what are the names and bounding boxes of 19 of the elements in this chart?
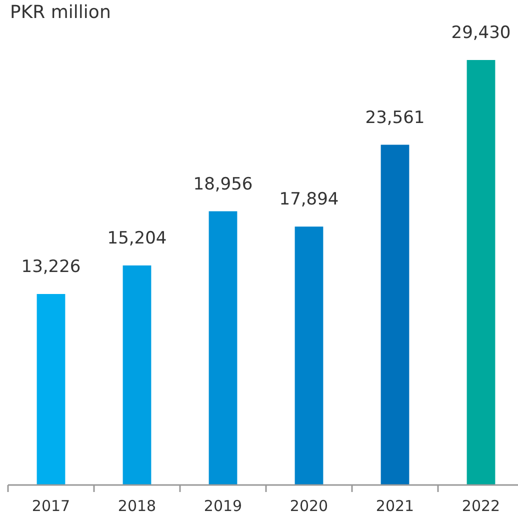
bar bbox=[122, 265, 152, 485]
x-tick-label: 2021 bbox=[376, 497, 414, 515]
bar bbox=[36, 294, 66, 485]
bar bbox=[208, 211, 238, 485]
x-tick-label: 2020 bbox=[290, 497, 328, 515]
x-tick-label: 2019 bbox=[204, 497, 242, 515]
data-label: 17,894 bbox=[279, 190, 339, 210]
bar bbox=[294, 226, 324, 485]
bar bbox=[466, 60, 496, 485]
data-label: 18,956 bbox=[193, 174, 253, 194]
data-label: 29,430 bbox=[451, 23, 511, 43]
x-tick-label: 2017 bbox=[32, 497, 70, 515]
bar bbox=[380, 144, 410, 485]
data-label: 23,561 bbox=[365, 108, 425, 128]
chart-title: PKR million bbox=[10, 2, 111, 23]
x-tick-label: 2022 bbox=[462, 497, 500, 515]
data-label: 15,204 bbox=[107, 228, 167, 248]
x-tick-label: 2018 bbox=[118, 497, 156, 515]
data-label: 13,226 bbox=[21, 257, 81, 278]
